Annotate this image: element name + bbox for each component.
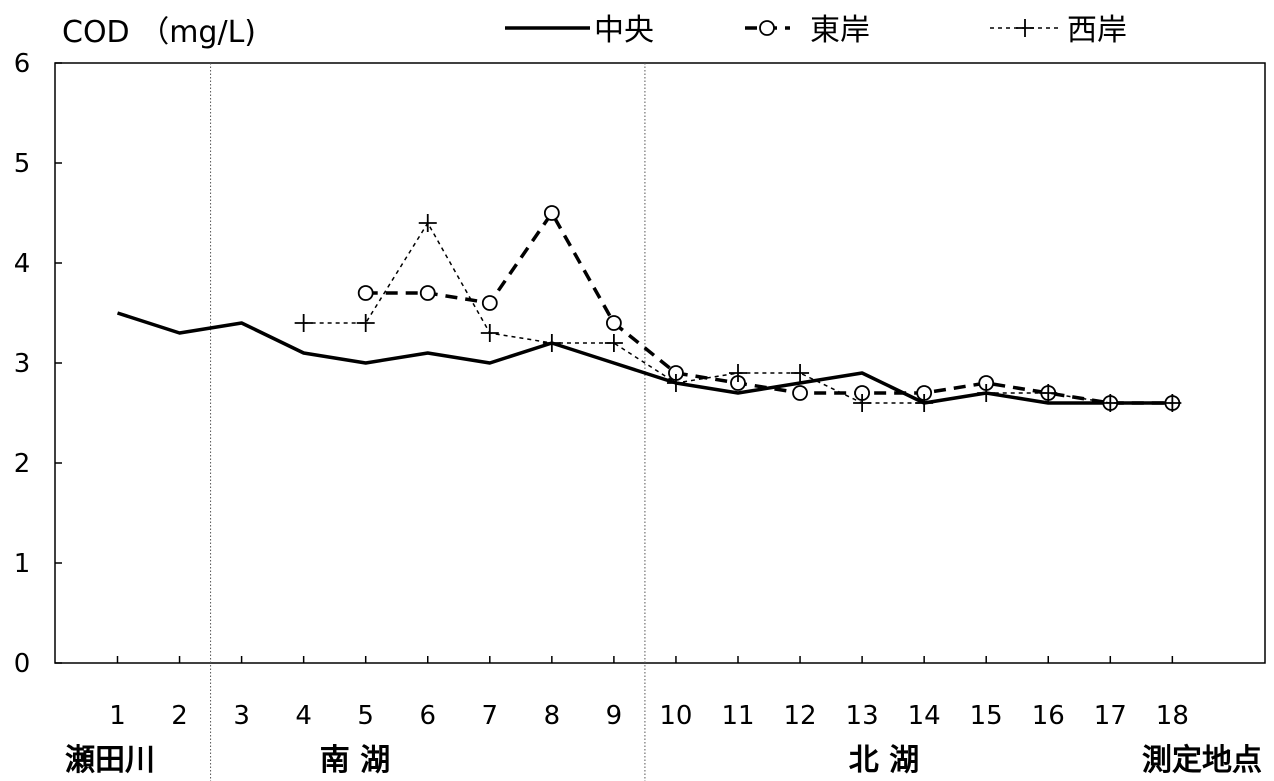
y-axis: 0 1 2 3 4 5 6 (14, 49, 62, 679)
y-tick-label: 2 (14, 449, 31, 479)
region-labels: 瀬田川 南 湖 北 湖 (65, 743, 919, 778)
series-1 (116, 311, 1173, 405)
series-layer (116, 205, 1182, 412)
x-tick-label: 11 (721, 701, 754, 731)
data-point-plus (356, 314, 375, 332)
legend-label-1: 中央 (594, 13, 654, 48)
x-tick-label: 3 (233, 701, 250, 731)
legend: 中央 東岸 西岸 (505, 13, 1127, 48)
data-point-plus (604, 334, 623, 352)
data-point-plus (791, 364, 810, 382)
y-tick-label: 3 (14, 349, 31, 379)
x-tick-label: 7 (482, 701, 499, 731)
plot-area (54, 62, 1266, 664)
x-tick-label: 13 (846, 701, 879, 731)
data-point-circle (419, 285, 436, 301)
x-axis-title: 測定地点 (1142, 743, 1262, 778)
data-point-plus (418, 214, 437, 232)
legend-marker-circle (759, 20, 775, 36)
region-label: 北 湖 (849, 743, 919, 778)
region-label: 瀬田川 (65, 743, 155, 778)
series-line (303, 222, 1173, 404)
y-tick-label: 0 (14, 649, 31, 679)
series-3 (294, 214, 1182, 412)
data-point-plus (1039, 384, 1058, 402)
series-2 (357, 205, 1181, 411)
data-point-plus (542, 334, 561, 352)
y-tick-label: 6 (14, 49, 31, 79)
data-point-plus (294, 314, 313, 332)
legend-marker-plus (1016, 19, 1034, 37)
legend-label-3: 西岸 (1067, 13, 1127, 48)
y-tick-label: 4 (14, 249, 31, 279)
series-line (365, 211, 1173, 405)
data-point-circle (481, 295, 498, 311)
data-point-plus (853, 394, 872, 412)
region-dividers (210, 63, 646, 781)
x-tick-label: 8 (544, 701, 561, 731)
x-tick-label: 17 (1094, 701, 1127, 731)
x-tick-label: 1 (109, 701, 126, 731)
data-point-plus (977, 384, 996, 402)
data-point-circle (606, 315, 622, 331)
data-point-plus (729, 364, 747, 382)
x-tick-label: 16 (1032, 701, 1065, 731)
x-tick-label: 2 (171, 701, 188, 731)
x-tick-label: 14 (908, 701, 941, 731)
data-point-plus (666, 374, 685, 392)
data-point-plus (915, 394, 934, 412)
data-point-circle (543, 205, 560, 221)
x-tick-label: 15 (970, 701, 1003, 731)
x-tick-label: 4 (295, 701, 312, 731)
legend-label-2: 東岸 (810, 13, 870, 48)
x-tick-label: 10 (659, 701, 692, 731)
series-line (116, 311, 1173, 405)
x-axis: 1 2 3 4 5 6 7 8 9 10 11 12 13 14 15 16 17 18 (109, 656, 1189, 731)
data-point-plus (1101, 394, 1120, 412)
x-tick-label: 6 (419, 701, 436, 731)
data-point-circle (792, 385, 808, 401)
region-label: 南 湖 (320, 743, 390, 778)
y-tick-label: 1 (14, 549, 31, 579)
data-point-plus (1163, 394, 1182, 412)
x-tick-label: 9 (606, 701, 623, 731)
data-point-circle (357, 285, 374, 301)
x-tick-label: 12 (784, 701, 817, 731)
data-point-plus (480, 324, 499, 342)
y-tick-label: 5 (14, 149, 31, 179)
x-tick-label: 5 (357, 701, 374, 731)
y-axis-title: COD （mg/L) (62, 15, 256, 50)
x-tick-label: 18 (1156, 701, 1189, 731)
